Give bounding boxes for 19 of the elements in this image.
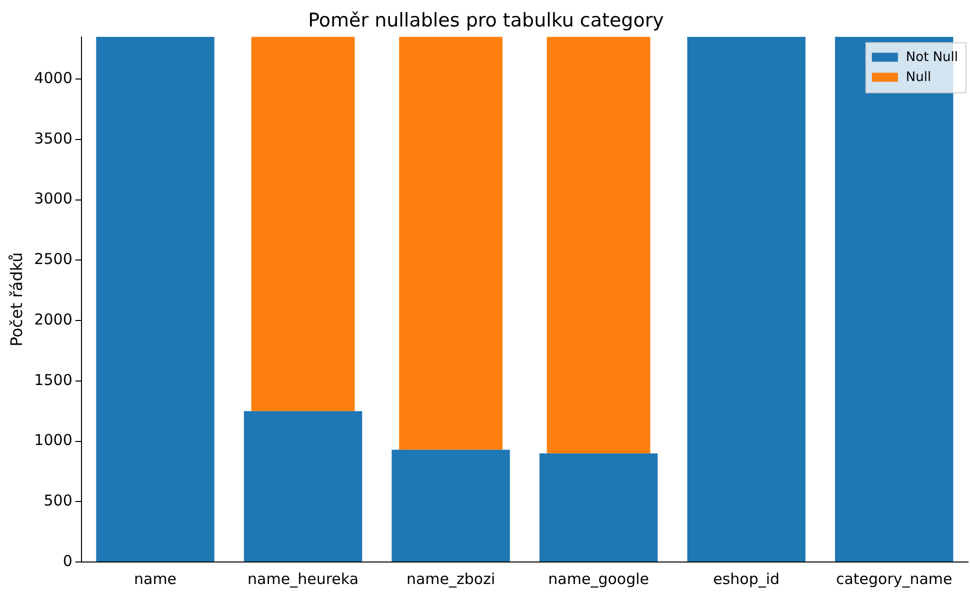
y-tick-label: 3500 [34,129,72,148]
legend-label: Not Null [906,50,958,66]
x-tick-label: name_zbozi [406,570,496,588]
y-tick-label: 4000 [34,68,72,87]
y-tick-label: 1000 [34,431,72,450]
x-tick-label: name_heureka [248,570,359,588]
x-tick-label: category_name [836,570,952,588]
chart-title: Poměr nullables pro tabulku category [308,9,664,32]
x-tick-label: name_google [548,570,649,588]
y-tick-label: 0 [62,552,72,570]
y-tick-label: 2500 [34,250,72,268]
x-tick-label: eshop_id [713,570,780,588]
legend-label: Null [906,70,932,86]
y-axis-title: Počet řádků [6,252,26,347]
y-tick-label: 500 [44,492,72,510]
y-tick-label: 2000 [34,310,72,328]
x-tick-label: name [134,570,177,588]
y-tick-label: 1500 [34,370,72,389]
y-tick-label: 3000 [34,190,72,208]
